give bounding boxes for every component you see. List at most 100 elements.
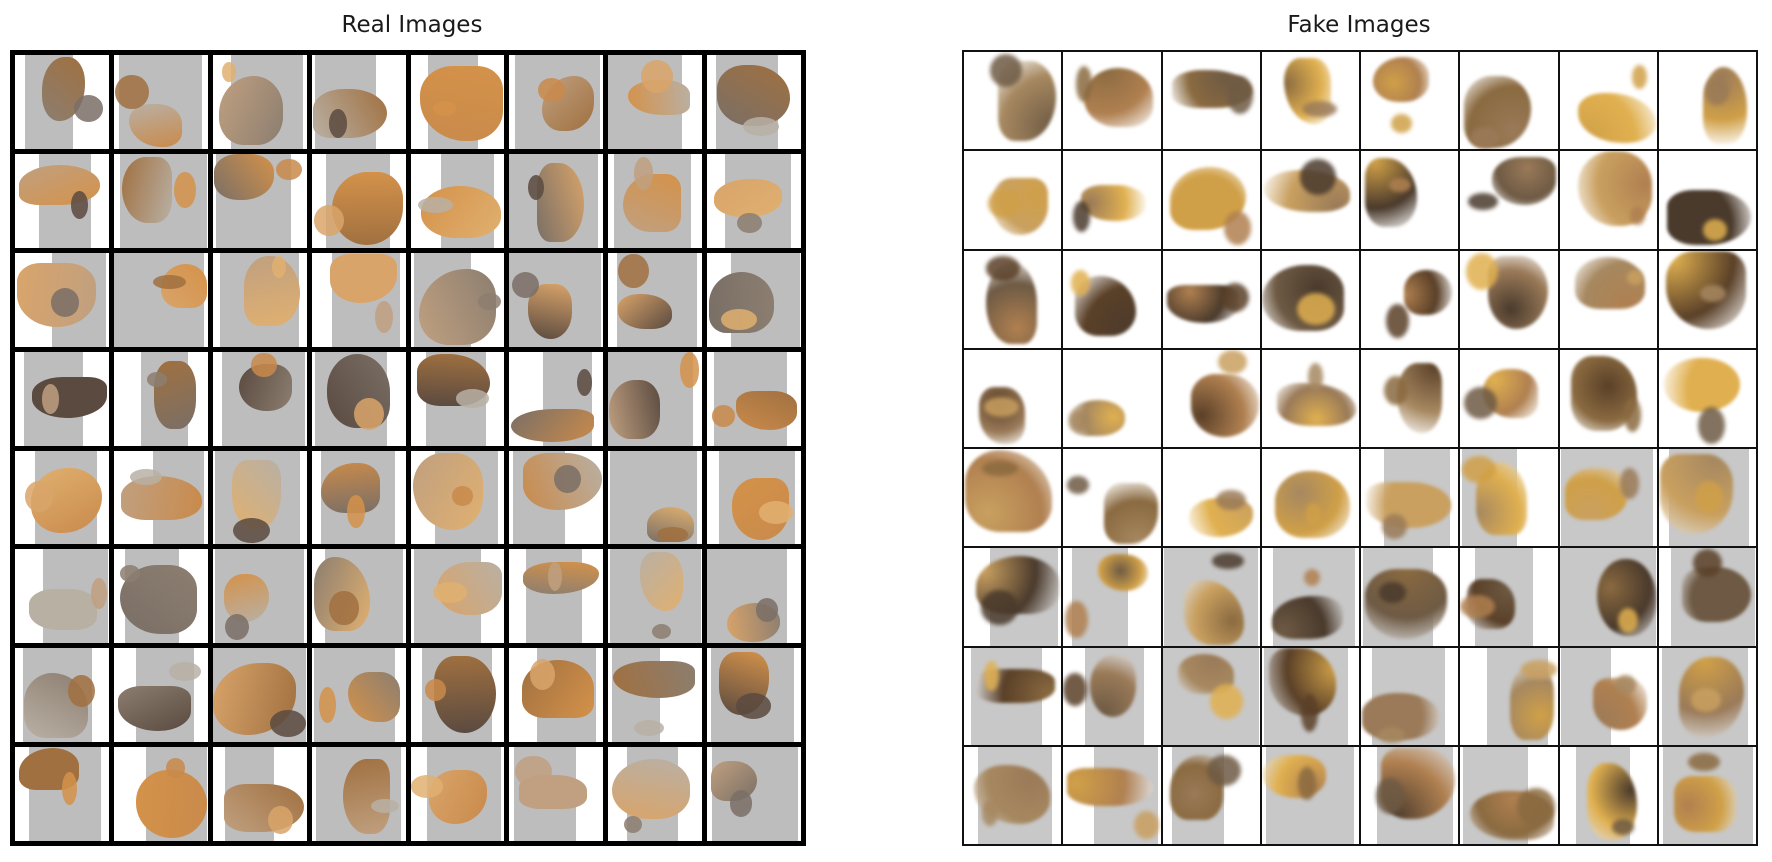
fake-image-tile (964, 449, 1062, 547)
fake-image-tile (1261, 151, 1359, 249)
real-image-tile (608, 648, 703, 743)
fake-image-tile (964, 349, 1062, 447)
real-image-tile (311, 252, 406, 347)
real-image-tile (608, 351, 703, 446)
real-image-tile (212, 450, 307, 545)
fake-image-tile (1261, 349, 1359, 447)
real-image-tile (311, 648, 406, 743)
fake-image-tile (1162, 250, 1260, 348)
real-image-tile (113, 747, 208, 841)
fake-image-tile (1063, 52, 1161, 150)
fake-image-tile (1460, 52, 1558, 150)
fake-image-tile (964, 151, 1062, 249)
real-image-tile (212, 351, 307, 446)
real-image-tile (410, 648, 505, 743)
real-image-tile (509, 648, 604, 743)
fake-image-tile (1361, 250, 1459, 348)
fake-image-tile (1658, 151, 1756, 249)
real-image-tile (15, 252, 109, 347)
real-image-tile (707, 351, 801, 446)
fake-image-tile (1361, 52, 1459, 150)
real-image-tile (707, 55, 801, 149)
fake-image-tile (1261, 449, 1359, 547)
fake-image-tile (1559, 548, 1657, 646)
real-image-tile (707, 153, 801, 248)
real-image-tile (707, 450, 801, 545)
real-image-tile (707, 747, 801, 841)
fake-image-tile (964, 250, 1062, 348)
fake-image-tile (1460, 449, 1558, 547)
fake-image-tile (1162, 548, 1260, 646)
real-image-tile (113, 55, 208, 149)
fake-image-tile (1063, 349, 1161, 447)
real-image-tile (113, 648, 208, 743)
real-image-tile (311, 450, 406, 545)
real-image-tile (113, 549, 208, 644)
fake-image-tile (964, 548, 1062, 646)
real-image-tile (608, 450, 703, 545)
real-image-tile (311, 351, 406, 446)
real-image-tile (410, 351, 505, 446)
fake-image-tile (1460, 746, 1558, 844)
real-image-tile (15, 648, 109, 743)
fake-image-tile (1063, 548, 1161, 646)
fake-image-tile (1361, 647, 1459, 745)
real-images-grid (10, 50, 806, 846)
fake-image-tile (1063, 250, 1161, 348)
real-image-tile (15, 153, 109, 248)
fake-image-tile (1658, 52, 1756, 150)
fake-image-tile (1559, 151, 1657, 249)
real-image-tile (410, 252, 505, 347)
fake-images-grid (962, 50, 1758, 846)
fake-image-tile (964, 52, 1062, 150)
fake-image-tile (1361, 449, 1459, 547)
real-image-tile (509, 549, 604, 644)
real-image-tile (15, 747, 109, 841)
fake-image-tile (1162, 746, 1260, 844)
real-image-tile (212, 55, 307, 149)
fake-image-tile (1162, 349, 1260, 447)
real-image-tile (608, 252, 703, 347)
fake-image-tile (1261, 250, 1359, 348)
fake-image-tile (1658, 647, 1756, 745)
real-image-tile (311, 747, 406, 841)
fake-image-tile (1559, 746, 1657, 844)
real-image-tile (113, 351, 208, 446)
fake-images-title: Fake Images (1287, 12, 1431, 38)
real-image-tile (212, 648, 307, 743)
real-image-tile (311, 549, 406, 644)
real-image-tile (608, 747, 703, 841)
fake-image-tile (1559, 250, 1657, 348)
fake-image-tile (1460, 250, 1558, 348)
real-image-tile (707, 549, 801, 644)
real-image-tile (212, 747, 307, 841)
real-image-tile (509, 351, 604, 446)
real-image-tile (707, 252, 801, 347)
fake-image-tile (1658, 349, 1756, 447)
fake-image-tile (1559, 52, 1657, 150)
fake-image-tile (1658, 746, 1756, 844)
fake-image-tile (1261, 647, 1359, 745)
fake-image-tile (1361, 746, 1459, 844)
fake-image-tile (1559, 647, 1657, 745)
fake-image-tile (1559, 349, 1657, 447)
real-image-tile (15, 55, 109, 149)
fake-image-tile (1658, 250, 1756, 348)
real-images-title: Real Images (341, 12, 483, 38)
fake-image-tile (1162, 151, 1260, 249)
fake-image-tile (1063, 647, 1161, 745)
fake-image-tile (1261, 52, 1359, 150)
real-image-tile (410, 549, 505, 644)
real-image-tile (410, 55, 505, 149)
real-image-tile (608, 549, 703, 644)
real-image-tile (509, 252, 604, 347)
fake-image-tile (964, 647, 1062, 745)
real-image-tile (509, 747, 604, 841)
fake-image-tile (1460, 647, 1558, 745)
real-image-tile (410, 747, 505, 841)
real-image-tile (113, 450, 208, 545)
fake-image-tile (1658, 449, 1756, 547)
fake-image-tile (1261, 746, 1359, 844)
real-image-tile (707, 648, 801, 743)
fake-image-tile (1460, 349, 1558, 447)
